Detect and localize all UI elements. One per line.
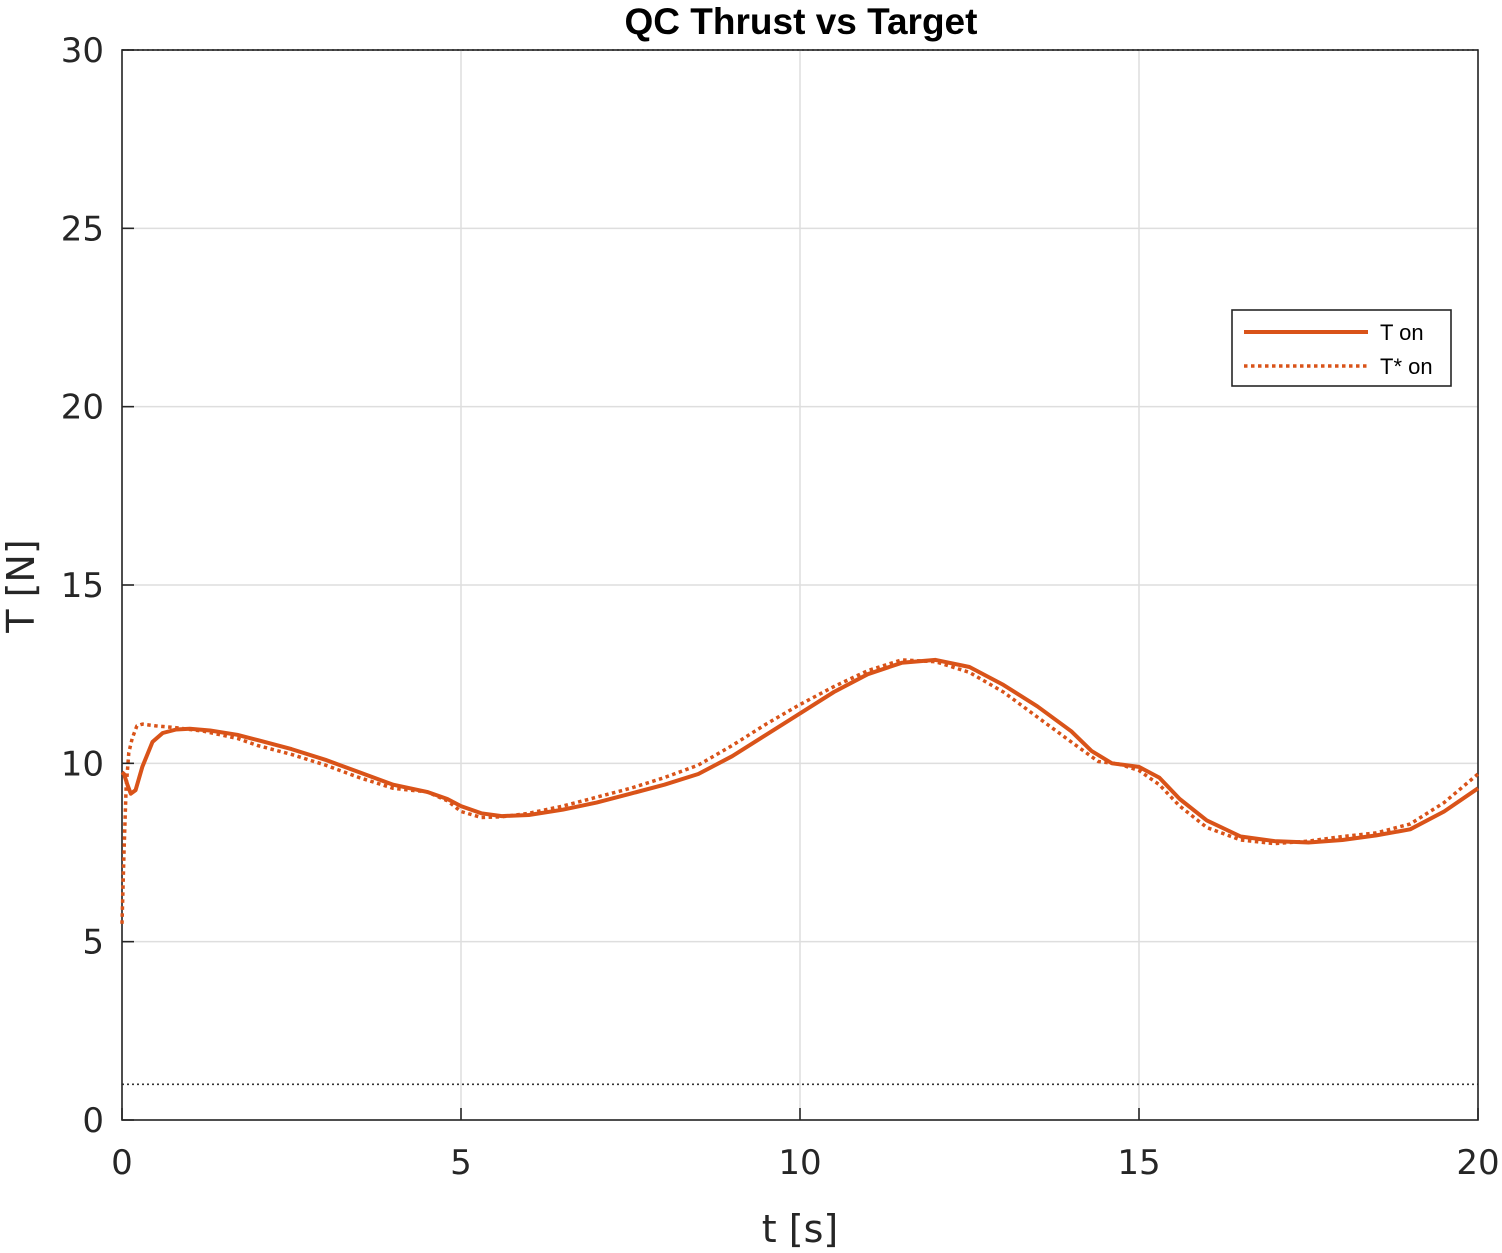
- y-tick-label: 25: [61, 209, 104, 249]
- x-tick-label: 0: [111, 1143, 133, 1183]
- tick-labels: 0 5 10 15 20 0 5 10 15 20 25 30: [61, 31, 1500, 1183]
- x-axis-label: t [s]: [762, 1207, 838, 1251]
- legend[interactable]: T on T* on: [1231, 309, 1452, 387]
- legend-label: T on: [1380, 320, 1424, 345]
- x-tick-label: 10: [778, 1143, 821, 1183]
- y-tick-label: 10: [61, 744, 104, 784]
- y-axis-label: T [N]: [0, 539, 43, 633]
- legend-box: [1231, 309, 1452, 387]
- series-group: [120, 657, 1480, 924]
- x-tick-label: 20: [1456, 1143, 1499, 1183]
- x-tick-label: 15: [1117, 1143, 1160, 1183]
- y-tick-label: 30: [61, 31, 104, 71]
- y-tick-label: 0: [82, 1101, 104, 1141]
- chart-title: QC Thrust vs Target: [625, 1, 978, 42]
- y-tick-label: 5: [82, 923, 104, 963]
- y-tick-label: 20: [61, 388, 104, 428]
- x-tick-label: 5: [450, 1143, 472, 1183]
- y-tick-label: 15: [61, 566, 104, 606]
- legend-label: T* on: [1380, 354, 1433, 379]
- series-line-target: [120, 658, 1480, 924]
